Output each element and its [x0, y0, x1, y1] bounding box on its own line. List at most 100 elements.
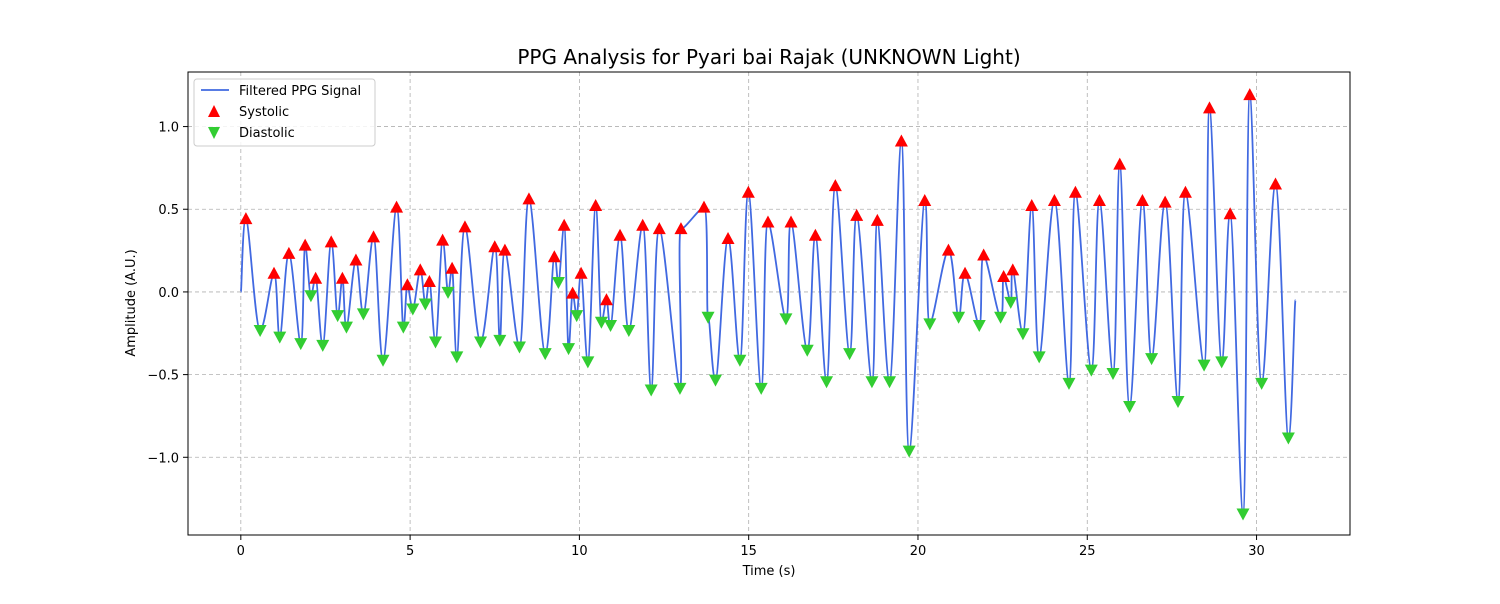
y-tick-label: 0.5 [158, 203, 179, 218]
diastolic-marker [331, 310, 345, 323]
diastolic-marker [1032, 351, 1046, 364]
filtered-ppg-signal-line [239, 94, 1297, 515]
y-axis-label: Amplitude (A.U.) [124, 249, 139, 356]
diastolic-marker [952, 311, 966, 324]
systolic-marker [324, 235, 338, 248]
diastolic-marker [450, 351, 464, 364]
systolic-marker [977, 248, 991, 261]
systolic-marker [613, 228, 627, 241]
diastolic-marker [1145, 353, 1159, 366]
systolic-marker [652, 222, 666, 235]
x-tick-label: 30 [1248, 544, 1265, 559]
legend-label-systolic: Systolic [239, 105, 289, 120]
systolic-marker [1158, 195, 1172, 208]
systolic-marker [400, 278, 414, 291]
systolic-marker [282, 246, 296, 259]
systolic-marker [1047, 193, 1061, 206]
diastolic-marker [316, 339, 330, 352]
chart-title: PPG Analysis for Pyari bai Rajak (UNKNOW… [517, 45, 1020, 69]
legend-label-diastolic: Diastolic [239, 126, 295, 141]
x-axis-label: Time (s) [742, 564, 796, 579]
diastolic-marker [1016, 328, 1030, 341]
systolic-marker [850, 208, 864, 221]
diastolic-marker [604, 319, 618, 332]
systolic-marker [298, 238, 312, 251]
systolic-marker [458, 220, 472, 233]
systolic-marker [828, 179, 842, 192]
systolic-marker [918, 193, 932, 206]
diastolic-marker [820, 376, 834, 389]
diastolic-marker [594, 316, 608, 329]
legend-diastolic-swatch [208, 127, 220, 139]
diastolic-marker [972, 319, 986, 332]
systolic-marker [367, 230, 381, 243]
diastolic-marker [1062, 377, 1076, 390]
systolic-marker [574, 266, 588, 279]
diastolic-marker [581, 356, 595, 369]
y-axis-ticks: −1.0 −0.5 0.0 0.5 1.0 [147, 121, 188, 466]
diastolic-marker [512, 341, 526, 354]
diastolic-marker [1004, 296, 1018, 309]
systolic-marker [390, 200, 404, 213]
diastolic-marker [673, 382, 687, 395]
diastolic-marker [1106, 367, 1120, 380]
systolic-marker [784, 215, 798, 228]
systolic-marker [894, 134, 908, 147]
diastolic-marker [754, 382, 768, 395]
systolic-marker [741, 185, 755, 198]
x-tick-label: 25 [1079, 544, 1096, 559]
legend: Filtered PPG Signal Systolic Diastolic [193, 78, 376, 147]
systolic-marker [721, 232, 735, 245]
diastolic-marker [1197, 359, 1211, 372]
diastolic-marker [396, 321, 410, 334]
diastolic-marker [418, 298, 432, 311]
systolic-marker [488, 240, 502, 253]
systolic-marker [1068, 185, 1082, 198]
diastolic-marker [1215, 356, 1229, 369]
systolic-marker [445, 261, 459, 274]
systolic-marker [870, 213, 884, 226]
legend-box [193, 78, 376, 147]
systolic-marker [599, 293, 613, 306]
diastolic-marker [923, 318, 937, 331]
marker-layer [239, 88, 1295, 521]
systolic-marker [436, 233, 450, 246]
systolic-marker [1006, 263, 1020, 276]
x-tick-label: 10 [571, 544, 588, 559]
diastolic-marker [493, 334, 507, 347]
systolic-marker [557, 218, 571, 231]
diastolic-marker [294, 338, 308, 351]
diastolic-marker [304, 290, 318, 303]
diastolic-marker [1236, 508, 1250, 521]
diastolic-marker [1123, 401, 1137, 414]
diastolic-marker [562, 343, 576, 356]
systolic-marker [958, 266, 972, 279]
systolic-marker [1092, 193, 1106, 206]
systolic-marker [808, 228, 822, 241]
x-tick-label: 5 [406, 544, 414, 559]
systolic-marker [589, 198, 603, 211]
diastolic-marker [253, 324, 267, 337]
diastolic-marker [570, 310, 584, 323]
systolic-marker [349, 253, 363, 266]
plot-frame [187, 71, 1351, 536]
diastolic-marker [273, 331, 287, 344]
diastolic-marker [538, 348, 552, 361]
y-tick-label: −0.5 [147, 369, 179, 384]
x-tick-label: 0 [237, 544, 245, 559]
signal-layer [239, 94, 1297, 515]
systolic-marker [1135, 193, 1149, 206]
diastolic-marker [356, 308, 370, 321]
diastolic-marker [800, 344, 814, 357]
diastolic-marker [441, 286, 455, 299]
systolic-marker [498, 243, 512, 256]
systolic-marker [1025, 198, 1039, 211]
diastolic-marker [1281, 432, 1295, 445]
diastolic-marker [644, 384, 658, 397]
x-axis-ticks: 0 5 10 15 20 25 30 [237, 535, 1265, 559]
diastolic-marker [1171, 396, 1185, 409]
y-tick-label: −1.0 [147, 451, 179, 466]
systolic-marker [1113, 157, 1127, 170]
